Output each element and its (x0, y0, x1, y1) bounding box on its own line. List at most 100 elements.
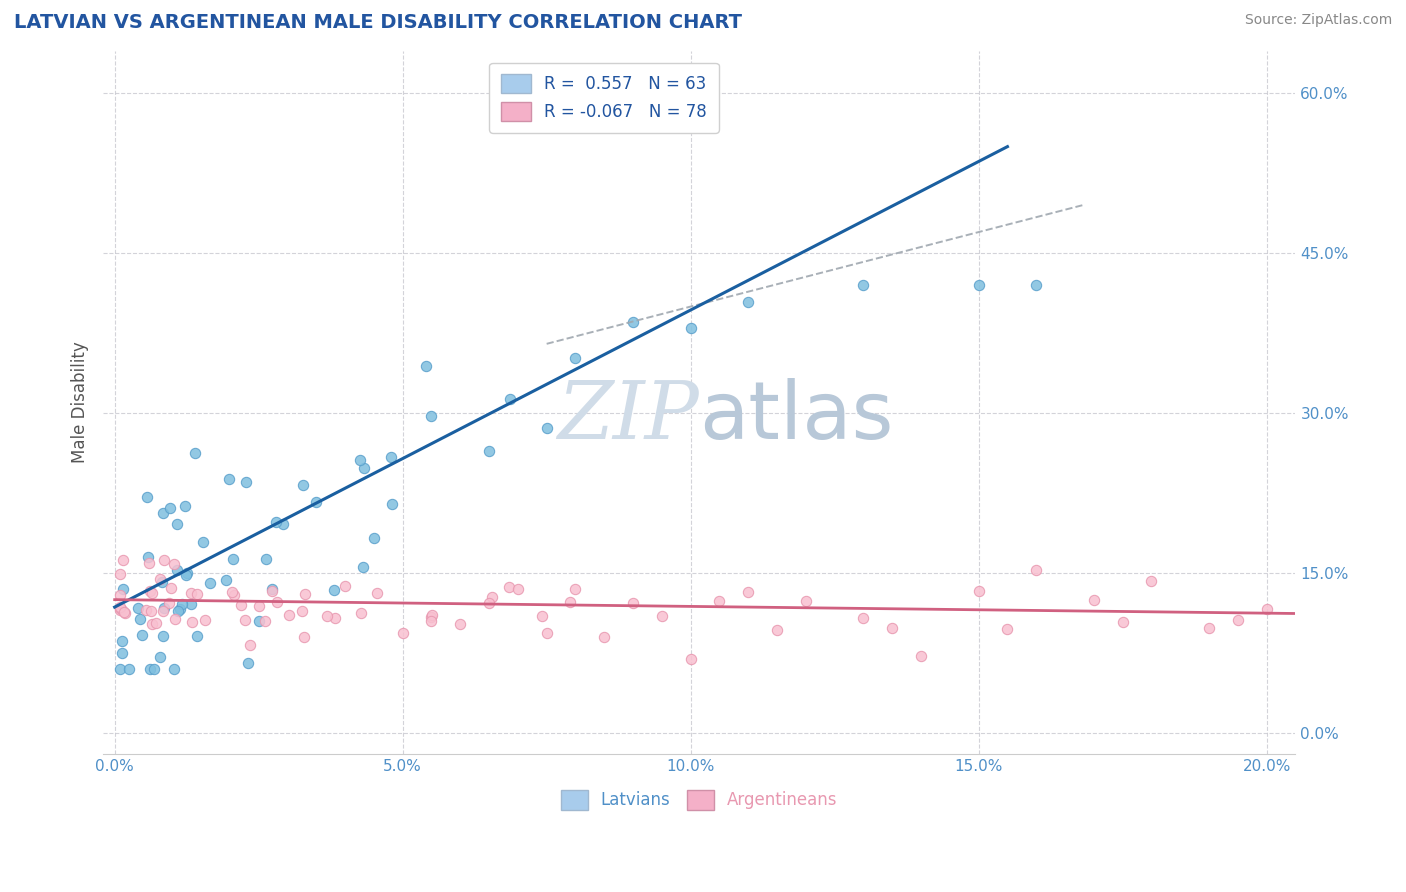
Point (169, 602, 191, 616)
Point (247, 599, 270, 613)
Point (910, 648, 932, 663)
Point (531, 609, 554, 624)
Point (292, 630, 315, 644)
Point (651, 609, 673, 624)
Point (737, 295, 759, 310)
Point (222, 589, 245, 603)
Point (131, 628, 153, 642)
Point (882, 621, 904, 635)
Point (233, 613, 256, 627)
Point (186, 629, 208, 643)
Point (1083, 593, 1105, 607)
Point (350, 606, 373, 620)
Point (737, 584, 759, 599)
Point (145, 615, 167, 630)
Point (1025, 563, 1047, 577)
Point (254, 552, 277, 566)
Point (165, 612, 187, 626)
Point (1025, 278, 1047, 293)
Point (967, 278, 990, 293)
Point (560, 595, 582, 609)
Point (236, 656, 259, 670)
Point (110, 600, 132, 615)
Point (506, 582, 529, 597)
Point (184, 446, 207, 460)
Point (352, 560, 374, 574)
Point (141, 617, 163, 632)
Point (127, 600, 149, 615)
Point (153, 552, 176, 566)
Point (593, 630, 616, 644)
Point (221, 585, 243, 599)
Point (264, 515, 287, 529)
Y-axis label: Male Disability: Male Disability (72, 342, 89, 463)
Point (170, 597, 193, 611)
Point (152, 629, 174, 643)
Point (305, 495, 328, 509)
Point (180, 597, 202, 611)
Point (112, 605, 135, 619)
Point (176, 568, 198, 582)
Point (499, 392, 522, 406)
Point (420, 614, 443, 628)
Point (111, 603, 134, 617)
Point (163, 557, 186, 571)
Point (277, 608, 299, 623)
Point (110, 588, 132, 602)
Point (229, 599, 252, 613)
Point (967, 584, 990, 599)
Point (794, 594, 817, 608)
Point (152, 605, 174, 619)
Point (415, 359, 437, 373)
Point (679, 652, 702, 666)
Point (239, 638, 262, 652)
Point (221, 552, 243, 566)
Point (536, 420, 558, 434)
Point (136, 549, 159, 564)
Point (136, 491, 159, 505)
Point (181, 615, 204, 629)
Point (262, 583, 284, 598)
Point (153, 601, 176, 615)
Point (564, 582, 586, 596)
Point (111, 633, 134, 648)
Point (166, 516, 188, 531)
Point (273, 516, 295, 531)
Point (152, 506, 174, 520)
Point (852, 611, 875, 625)
Point (1198, 621, 1220, 635)
Point (1256, 602, 1278, 616)
Point (481, 590, 503, 604)
Point (173, 499, 195, 513)
Point (621, 315, 644, 329)
Text: Source: ZipAtlas.com: Source: ZipAtlas.com (1244, 13, 1392, 28)
Point (254, 614, 277, 628)
Point (247, 614, 270, 628)
Point (159, 501, 181, 516)
Point (353, 460, 375, 475)
Point (316, 609, 339, 624)
Point (564, 351, 586, 366)
Point (110, 662, 132, 676)
Point (163, 662, 186, 676)
Point (111, 582, 134, 596)
Point (150, 575, 173, 590)
Point (110, 567, 132, 582)
Point (139, 604, 162, 618)
Point (194, 613, 217, 627)
Point (294, 587, 316, 601)
Point (180, 585, 202, 599)
Point (679, 321, 702, 335)
Point (118, 662, 141, 676)
Point (391, 626, 413, 640)
Point (128, 612, 150, 626)
Text: atlas: atlas (699, 377, 894, 456)
Point (478, 443, 501, 458)
Point (110, 600, 132, 615)
Point (235, 475, 257, 489)
Text: ZIP: ZIP (558, 378, 699, 455)
Point (420, 409, 443, 423)
Point (198, 575, 221, 590)
Point (1140, 574, 1163, 589)
Point (709, 594, 731, 608)
